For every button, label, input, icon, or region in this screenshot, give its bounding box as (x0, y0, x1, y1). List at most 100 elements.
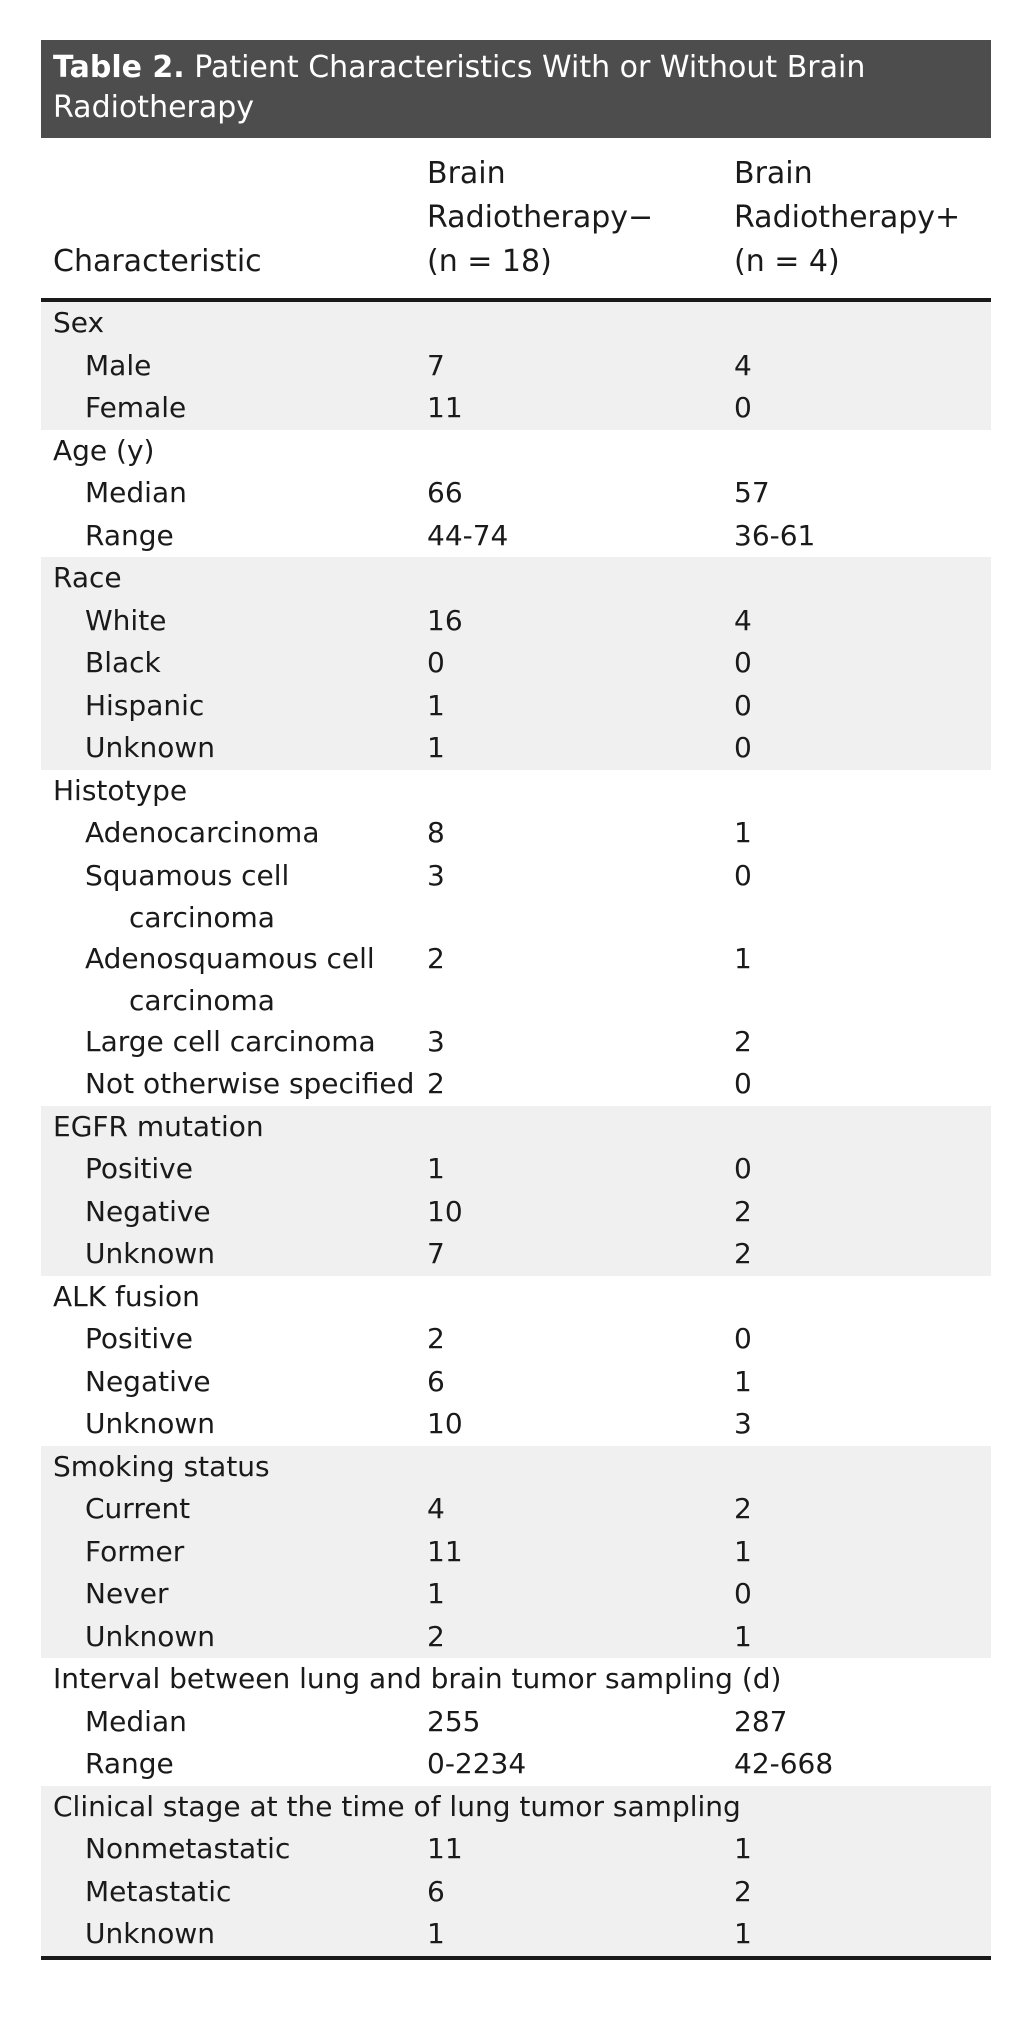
row-label-text: Hispanic (85, 688, 205, 722)
row-label-text: Negative (85, 1364, 211, 1398)
value-without-radiotherapy: 3 (427, 858, 445, 892)
table-row: Adenocarcinoma 8 1 (41, 812, 991, 855)
value-without-radiotherapy: 2 (427, 941, 445, 975)
row-label: Not otherwise specified (85, 1063, 414, 1106)
table-row: Unknown 7 2 (41, 1233, 991, 1276)
row-group: Clinical stage at the time of lung tumor… (41, 1785, 991, 1956)
row-label-text: Current (85, 1492, 191, 1525)
row-label: Median (85, 472, 187, 515)
row-group: Interval between lung and brain tumor sa… (41, 1658, 991, 1786)
table-header: Characteristic Brain Radiotherapy− (n = 18)… (41, 138, 991, 302)
table-title-text: Patient Characteristics With or Without … (184, 50, 866, 85)
group-heading-row: Sex (41, 302, 991, 345)
table-row: Hispanic 1 0 (41, 685, 991, 728)
table-row: Median 66 57 (41, 472, 991, 515)
value-without-radiotherapy: 7 (427, 1237, 445, 1270)
value-without-radiotherapy: 0 (427, 646, 445, 679)
row-label-text: Unknown (85, 1917, 215, 1950)
table-row: Black 0 0 (41, 642, 991, 685)
value-without-radiotherapy: 7 (427, 348, 445, 382)
row-label-text: Unknown (85, 1237, 215, 1270)
row-label: Negative (85, 1361, 211, 1404)
value-without-radiotherapy: 255 (427, 1704, 481, 1738)
row-label-text: Unknown (85, 1619, 215, 1653)
row-label-text: Unknown (85, 731, 215, 764)
value-with-radiotherapy: 1 (734, 1364, 752, 1398)
row-label: Range (85, 1743, 174, 1786)
row-label: Hispanic (85, 685, 204, 728)
value-with-radiotherapy: 1 (734, 1534, 752, 1568)
group-heading: Sex (53, 306, 105, 339)
row-label-text: Median (85, 1704, 187, 1738)
value-with-radiotherapy: 0 (734, 1152, 752, 1185)
row-label: Positive (85, 1318, 193, 1361)
value-without-radiotherapy: 11 (427, 391, 463, 424)
value-with-radiotherapy: 36-61 (734, 518, 816, 552)
value-without-radiotherapy: 0-2234 (427, 1747, 527, 1780)
group-heading-row: Interval between lung and brain tumor sa… (41, 1658, 991, 1701)
row-group: ALK fusion Positive 2 0 Negative 6 1 Unknown 10 3 (41, 1276, 991, 1446)
row-group: EGFR mutation Positive 1 0 Negative 10 2 Unknow… (41, 1105, 991, 1276)
column-header-line: Brain (427, 156, 506, 191)
value-with-radiotherapy: 1 (734, 1832, 752, 1865)
value-with-radiotherapy: 1 (734, 1917, 752, 1950)
group-heading-row: ALK fusion (41, 1276, 991, 1319)
row-label-text: Range (85, 518, 174, 552)
row-label-text: Female (85, 391, 187, 424)
row-group: Race White 16 4 Black 0 0 Hispanic 1 0 Unknown 1 0 (41, 557, 991, 770)
table-row: Median 255 287 (41, 1701, 991, 1744)
table-row: Unknown 10 3 (41, 1403, 991, 1446)
table-row: Never 1 0 (41, 1573, 991, 1616)
row-label: Female (85, 387, 186, 430)
value-without-radiotherapy: 6 (427, 1874, 445, 1908)
value-without-radiotherapy: 44-74 (427, 518, 509, 552)
row-label: Squamous cell carcinoma (85, 855, 289, 940)
table-row: Positive 1 0 (41, 1148, 991, 1191)
column-header-line: Characteristic (53, 244, 262, 279)
value-without-radiotherapy: 1 (427, 731, 445, 764)
group-heading: EGFR mutation (53, 1109, 264, 1143)
row-label-text: Positive (85, 1152, 193, 1185)
row-label: Adenocarcinoma (85, 812, 319, 855)
value-with-radiotherapy: 0 (734, 731, 752, 764)
table-row: Female 11 0 (41, 387, 991, 430)
value-with-radiotherapy: 1 (734, 816, 752, 849)
row-label-text: Adenocarcinoma (85, 816, 320, 849)
table-row: Former 11 1 (41, 1531, 991, 1574)
row-label-text: Male (85, 348, 152, 382)
group-heading: Histotype (53, 773, 188, 807)
row-label: Never (85, 1573, 168, 1616)
group-heading: Interval between lung and brain tumor sa… (53, 1662, 782, 1695)
row-group: Sex Male 7 4 Female 11 0 (41, 302, 991, 430)
row-label: Large cell carcinoma (85, 1021, 376, 1064)
table-row: Unknown 1 0 (41, 727, 991, 770)
table-body: Sex Male 7 4 Female 11 0 Age (y) Median 66 57 Range… (41, 302, 991, 1956)
row-label-text: Not otherwise specified (85, 1067, 415, 1100)
row-label: Unknown (85, 727, 215, 770)
column-header-line: Radiotherapy+ (734, 200, 961, 235)
row-label: Current (85, 1488, 190, 1531)
row-group: Smoking status Current 4 2 Former 11 1 Never 1 0 U… (41, 1445, 991, 1658)
value-without-radiotherapy: 16 (427, 603, 463, 637)
table-row: Negative 10 2 (41, 1191, 991, 1234)
row-label: Unknown (85, 1233, 215, 1276)
value-without-radiotherapy: 4 (427, 1492, 445, 1525)
group-heading-row: Clinical stage at the time of lung tumor… (41, 1786, 991, 1829)
row-label: Metastatic (85, 1871, 231, 1914)
table-row: White 16 4 (41, 600, 991, 643)
row-label: White (85, 600, 166, 643)
row-label-text: Former (85, 1534, 185, 1568)
value-without-radiotherapy: 1 (427, 688, 445, 722)
value-without-radiotherapy: 3 (427, 1024, 445, 1058)
group-heading: ALK fusion (53, 1279, 200, 1313)
column-header-2: Brain Radiotherapy+ (n = 4) (734, 152, 960, 284)
value-with-radiotherapy: 4 (734, 603, 752, 637)
column-header-line: (n = 4) (734, 244, 840, 279)
row-label: Black (85, 642, 161, 685)
value-without-radiotherapy: 2 (427, 1067, 445, 1100)
group-heading-row: Age (y) (41, 430, 991, 473)
table-row: Positive 2 0 (41, 1318, 991, 1361)
group-heading: Race (53, 561, 122, 594)
group-heading: Clinical stage at the time of lung tumor… (53, 1789, 741, 1823)
row-label-text-continued: carcinoma (129, 901, 275, 934)
